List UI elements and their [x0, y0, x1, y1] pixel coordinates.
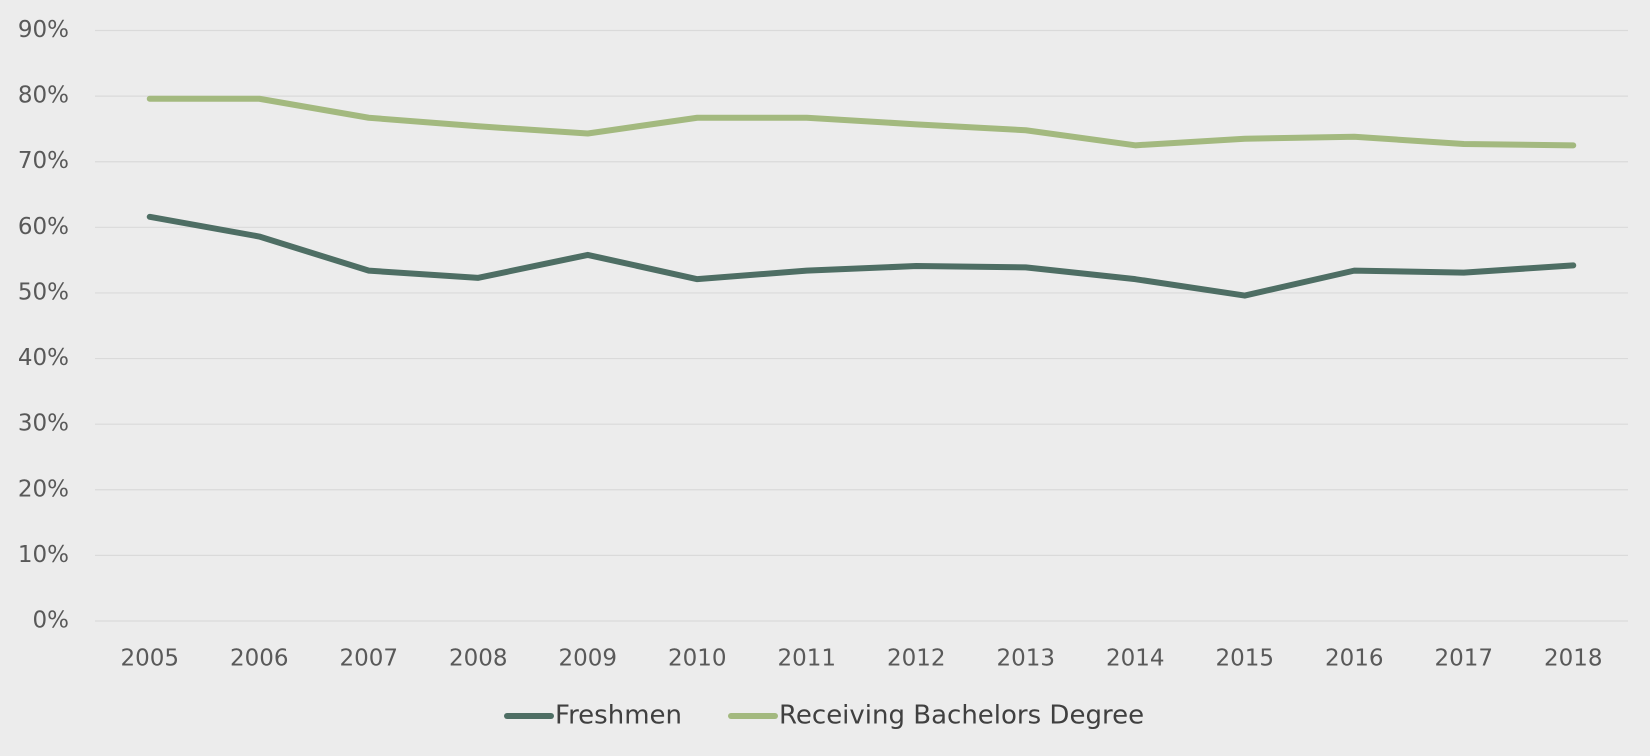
x-tick-label: 2006: [230, 646, 289, 672]
x-tick-label: 2018: [1544, 646, 1603, 672]
legend-label: Receiving Bachelors Degree: [779, 701, 1144, 731]
x-tick-label: 2011: [777, 646, 836, 672]
y-tick-label: 70%: [18, 148, 69, 174]
x-tick-label: 2017: [1434, 646, 1493, 672]
y-tick-label: 40%: [18, 345, 69, 371]
x-tick-label: 2005: [120, 646, 179, 672]
y-tick-label: 30%: [18, 411, 69, 437]
y-tick-label: 80%: [18, 83, 69, 109]
x-tick-label: 2014: [1106, 646, 1165, 672]
y-tick-label: 60%: [18, 214, 69, 240]
y-tick-label: 50%: [18, 279, 69, 305]
x-tick-label: 2010: [668, 646, 727, 672]
x-tick-label: 2016: [1325, 646, 1384, 672]
x-tick-label: 2009: [558, 646, 617, 672]
legend-label: Freshmen: [555, 701, 682, 731]
x-tick-label: 2008: [449, 646, 508, 672]
x-tick-label: 2007: [339, 646, 398, 672]
y-tick-label: 90%: [18, 17, 69, 43]
y-tick-label: 0%: [33, 608, 70, 634]
x-tick-label: 2012: [887, 646, 946, 672]
series-line: [146, 213, 1577, 299]
x-tick-label: 2015: [1215, 646, 1274, 672]
series-line: [146, 95, 1577, 149]
y-tick-label: 10%: [18, 542, 69, 568]
y-tick-label: 20%: [18, 476, 69, 502]
x-tick-label: 2013: [996, 646, 1055, 672]
